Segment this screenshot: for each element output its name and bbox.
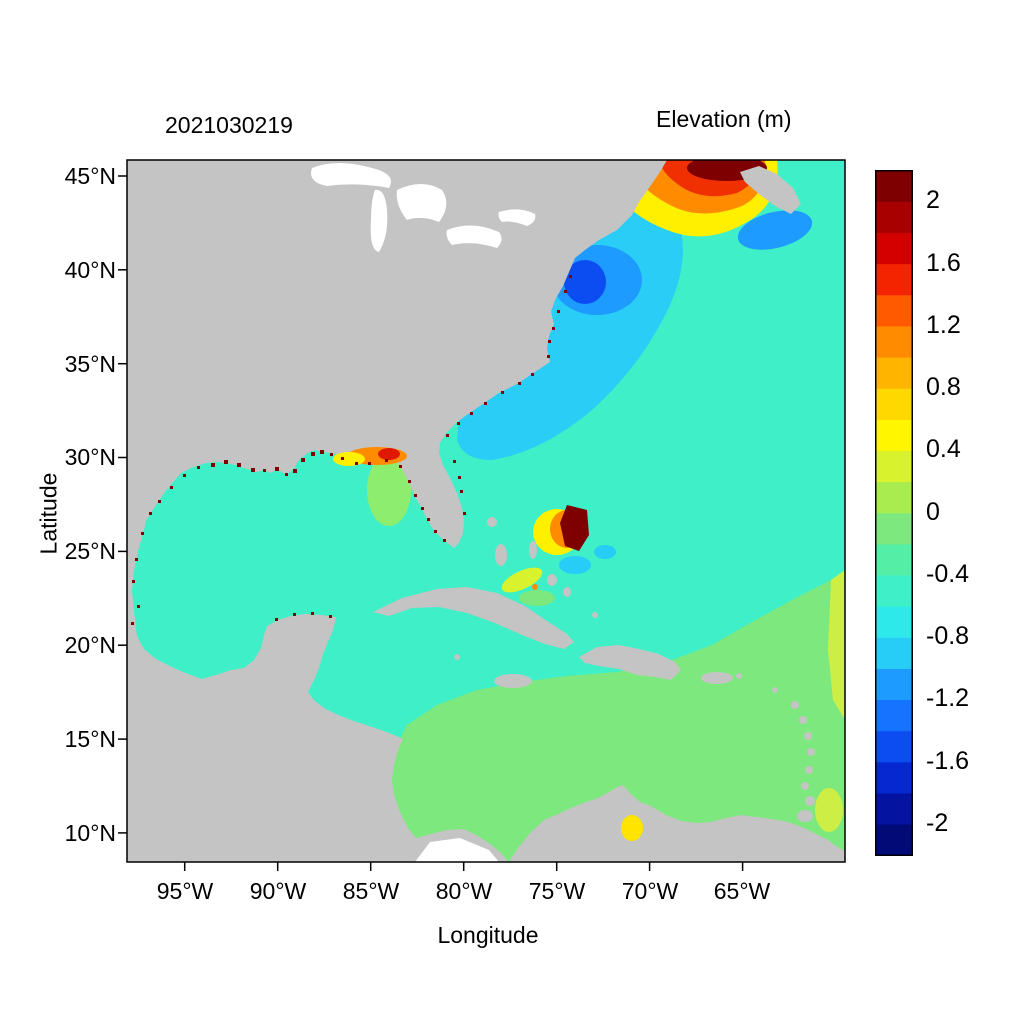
colorbar-tick-label: -2: [926, 809, 949, 837]
colorbar-segment: [875, 731, 913, 763]
hotspot-south-florida-darkred: [560, 505, 589, 551]
island-puerto-rico: [701, 672, 733, 684]
colorbar-segment: [875, 201, 913, 234]
colorbar-segment: [875, 264, 913, 296]
plot-title-date: 2021030219: [165, 112, 293, 138]
x-tick-label: 70°W: [621, 878, 679, 904]
x-axis-title: Longitude: [437, 922, 539, 948]
colorbar-segment: [875, 793, 913, 826]
coastal-high-water-speckles: [131, 275, 572, 625]
island-hispaniola: [579, 645, 681, 680]
colorbar-tick-label: -0.4: [926, 560, 970, 588]
patch-deepblue-core: [564, 260, 606, 304]
cyan-accent-bahamas-1: [559, 556, 591, 574]
colorbar-segment: [875, 700, 913, 732]
y-tick-label: 25°N: [64, 538, 116, 564]
colorbar-tick-label: 1.6: [926, 249, 961, 277]
y-tick-label: 15°N: [64, 726, 116, 752]
y-tick-label: 40°N: [64, 257, 116, 283]
y-axis-title: Latitude: [35, 472, 62, 555]
colorbar-segment: [875, 388, 913, 421]
x-tick-label: 65°W: [713, 878, 771, 904]
lake-erie: [446, 225, 502, 248]
colorbar-tick-label: 0.4: [926, 435, 961, 463]
lake-michigan: [370, 189, 388, 252]
colorbar-segment: [875, 668, 913, 701]
plot-frame: [126, 159, 846, 863]
island-nova-scotia: [740, 166, 801, 214]
region-right-edge-yellowgreen: [828, 570, 845, 720]
patch-blue-scotian-shelf: [737, 210, 813, 250]
colorbar-tick-label: 1.2: [926, 311, 961, 339]
patch-louisiana-red: [378, 448, 400, 460]
colorbar-segment: [875, 233, 913, 265]
colorbar-segment: [875, 513, 913, 545]
colorbar-tick-label: -0.8: [926, 622, 970, 650]
colorbar-segment: [875, 637, 913, 670]
y-tick-label: 35°N: [64, 351, 116, 377]
y-tick-label: 45°N: [64, 163, 116, 189]
y-axis-ticks: [118, 175, 127, 834]
island-jamaica: [494, 674, 532, 688]
colorbar-frame: [875, 170, 913, 856]
colorbar-segment: [875, 824, 913, 856]
y-tick-label: 20°N: [64, 632, 116, 658]
lake-ontario: [498, 209, 536, 226]
colorbar-tick-label: 0.8: [926, 373, 961, 401]
colorbar-segment: [875, 544, 913, 577]
island-cuba: [373, 587, 574, 649]
islands-bahamas: [454, 517, 598, 660]
cyan-accent-bahamas-2: [594, 545, 616, 559]
colorbar-tick-label: -1.6: [926, 747, 970, 775]
y-tick-label: 10°N: [64, 820, 116, 846]
colorbar: [875, 170, 913, 856]
x-tick-label: 80°W: [435, 878, 493, 904]
colorbar-tick-label: 2: [926, 186, 940, 214]
plot-title-variable: Elevation (m): [656, 106, 792, 132]
x-axis-ticks: [183, 862, 744, 871]
colorbar-segment: [875, 326, 913, 359]
colorbar-segment: [875, 357, 913, 390]
colorbar-segment: [875, 575, 913, 608]
landmass-north-central-south-america: [127, 160, 845, 862]
bahama-orange-spot: [532, 584, 538, 590]
x-tick-label: 75°W: [528, 878, 586, 904]
lake-huron: [396, 184, 447, 222]
region-caribbean-green: [377, 572, 845, 862]
colorbar-segment: [875, 762, 913, 795]
plot-frame-and-ticks: [118, 159, 846, 871]
map-plot: [118, 159, 846, 871]
region-west-florida-shelf-green: [367, 454, 411, 526]
colorbar-segments: [875, 170, 913, 856]
colorbar-segment: [875, 170, 913, 203]
colorbar-segment: [875, 606, 913, 639]
patch-louisiana-yellow: [333, 452, 365, 466]
region-trinidad-yellowgreen: [815, 788, 843, 832]
colorbar-tick-label: -1.2: [926, 684, 970, 712]
spot-maracaibo-yellow: [621, 815, 643, 841]
islands-lesser-antilles: [736, 673, 815, 822]
colorbar-segment: [875, 450, 913, 483]
y-tick-label: 30°N: [64, 444, 116, 470]
pacific-no-data-wedge: [415, 838, 499, 862]
colorbar-segment: [875, 419, 913, 452]
x-tick-label: 95°W: [156, 878, 214, 904]
bahama-bank-yellowgreen: [501, 567, 543, 593]
lake-superior: [311, 163, 391, 188]
x-tick-label: 85°W: [342, 878, 400, 904]
x-tick-label: 90°W: [249, 878, 307, 904]
colorbar-segment: [875, 295, 913, 328]
colorbar-tick-label: 0: [926, 498, 940, 526]
bahama-bank-green: [519, 590, 555, 606]
colorbar-segment: [875, 482, 913, 514]
